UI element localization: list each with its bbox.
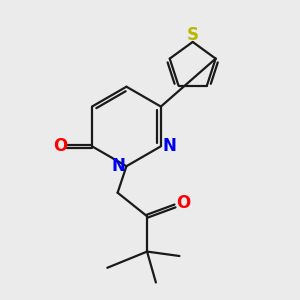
Text: S: S (187, 26, 199, 44)
Text: N: N (111, 157, 125, 175)
Text: O: O (176, 194, 190, 212)
Text: O: O (53, 137, 68, 155)
Text: N: N (162, 137, 176, 155)
